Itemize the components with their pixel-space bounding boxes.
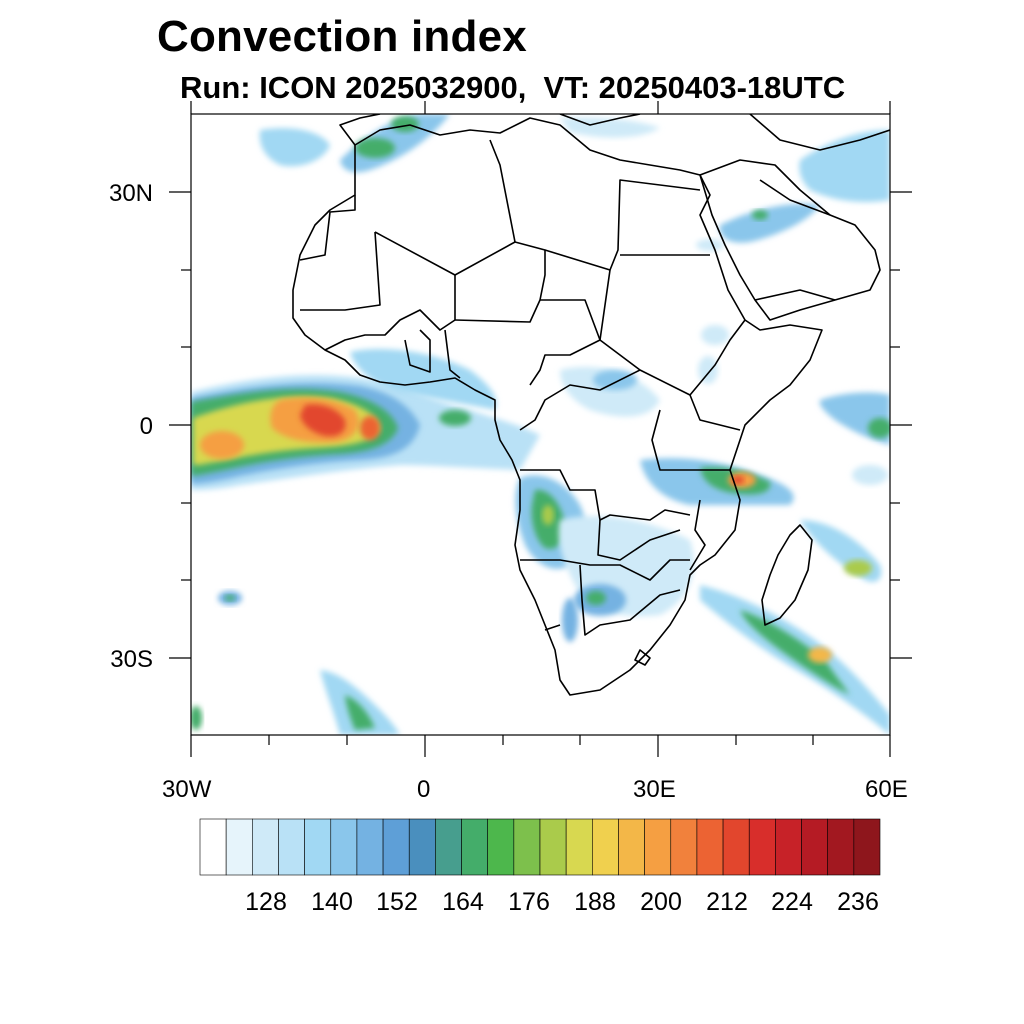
colorbar-swatch	[775, 818, 802, 876]
convection-field	[191, 114, 890, 735]
colorbar-swatch	[461, 818, 488, 876]
plot-frame	[169, 101, 912, 757]
y-tick-30n: 30N	[108, 180, 153, 207]
colorbar-swatch	[696, 818, 724, 876]
colorbar-swatch	[618, 818, 645, 876]
x-tick-0: 0	[417, 776, 431, 803]
colorbar-swatch	[801, 818, 828, 876]
colorbar-swatch	[252, 818, 279, 876]
colorbar-label: 224	[771, 888, 813, 916]
colorbar-swatch	[356, 818, 384, 876]
colorbar-label: 140	[311, 888, 353, 916]
x-tick-30e: 30E	[633, 776, 676, 803]
colorbar-swatch	[225, 818, 253, 876]
map-subtitle: Run: ICON 2025032900, VT: 20250403-18UTC	[180, 70, 846, 105]
coastlines-borders	[292, 114, 890, 696]
colorbar-label: 212	[706, 888, 748, 916]
colorbar-swatch	[382, 818, 410, 876]
colorbar-swatch	[487, 818, 515, 876]
y-tick-30s: 30S	[110, 646, 153, 673]
colorbar-label: 188	[574, 888, 616, 916]
colorbar-swatch	[513, 818, 541, 876]
colorbar-swatch	[278, 818, 305, 876]
africa-coastline	[292, 117, 823, 696]
colorbar-label: 200	[640, 888, 682, 916]
colorbar-swatch	[565, 818, 593, 876]
map-title: Convection index	[157, 12, 527, 61]
colorbar-swatch	[408, 818, 436, 876]
madagascar-coastline	[761, 524, 813, 626]
colorbar-label: 128	[245, 888, 287, 916]
colorbar-swatch	[853, 818, 881, 876]
colorbar-swatch	[644, 818, 672, 876]
colorbar-label: 152	[376, 888, 418, 916]
colorbar	[199, 818, 881, 876]
colorbar-swatch	[670, 818, 698, 876]
y-tick-0: 0	[139, 413, 153, 440]
field-south-atlantic	[320, 670, 400, 735]
colorbar-swatch	[199, 818, 227, 876]
x-tick-60e: 60E	[865, 776, 908, 803]
colorbar-label: 176	[508, 888, 550, 916]
colorbar-swatch	[592, 818, 619, 876]
colorbar-swatch	[748, 818, 776, 876]
x-tick-30w: 30W	[162, 776, 212, 803]
field-atlantic-red	[300, 404, 346, 437]
colorbar-label: 236	[837, 888, 879, 916]
colorbar-swatch	[435, 818, 462, 876]
colorbar-label: 164	[442, 888, 484, 916]
colorbar-swatch	[330, 818, 358, 876]
colorbar-swatch	[304, 818, 332, 876]
colorbar-swatch	[539, 818, 567, 876]
colorbar-swatch	[827, 818, 855, 876]
colorbar-swatch	[722, 818, 750, 876]
